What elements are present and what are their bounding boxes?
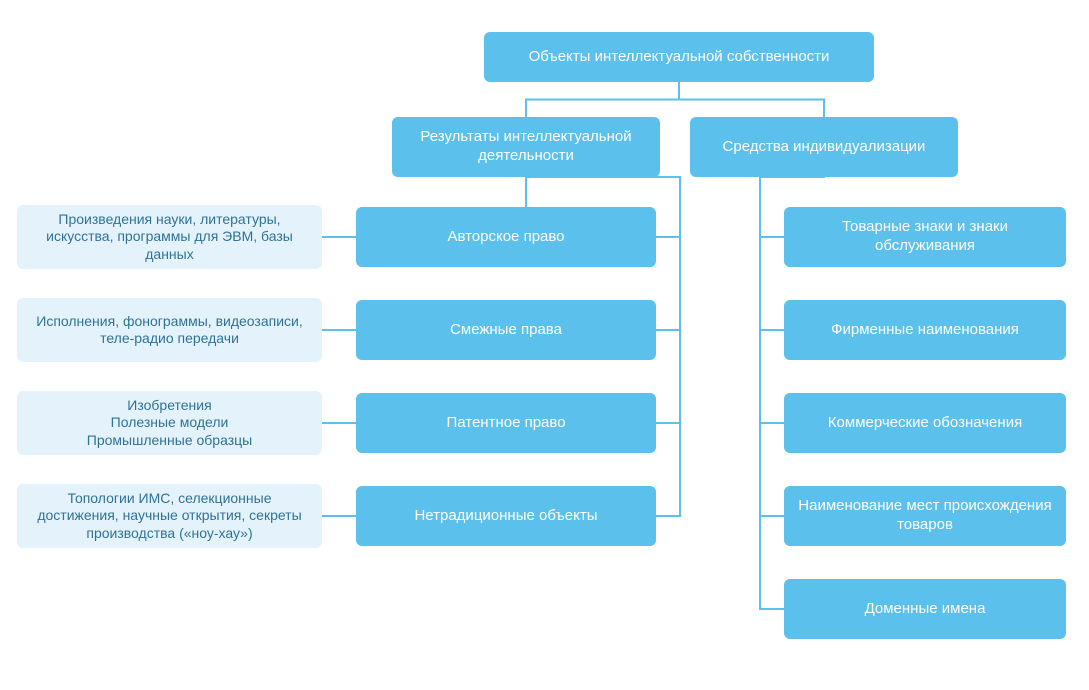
node-origin-names: Наименование мест происхождения товаров bbox=[784, 486, 1066, 546]
node-company-names: Фирменные наименования bbox=[784, 300, 1066, 360]
node-individualization: Средства индивидуализации bbox=[690, 117, 958, 177]
node-copyright: Авторское право bbox=[356, 207, 656, 267]
node-results: Результаты интеллектуальной деятельности bbox=[392, 117, 660, 177]
node-patent-law: Патентное право bbox=[356, 393, 656, 453]
node-trademarks: Товарные знаки и знаки обслуживания bbox=[784, 207, 1066, 267]
desc-copyright: Произведения науки, литературы, искусств… bbox=[17, 205, 322, 269]
node-commercial-designations: Коммерческие обозначения bbox=[784, 393, 1066, 453]
node-related-rights: Смежные права bbox=[356, 300, 656, 360]
node-domain-names: Доменные имена bbox=[784, 579, 1066, 639]
node-nontraditional: Нетрадиционные объекты bbox=[356, 486, 656, 546]
desc-related-rights: Исполнения, фонограммы, видеозаписи, тел… bbox=[17, 298, 322, 362]
node-root: Объекты интеллектуальной собственности bbox=[484, 32, 874, 82]
desc-patent-law: Изобретения Полезные модели Промышленные… bbox=[17, 391, 322, 455]
desc-nontraditional: Топологии ИМС, селекционные достижения, … bbox=[17, 484, 322, 548]
